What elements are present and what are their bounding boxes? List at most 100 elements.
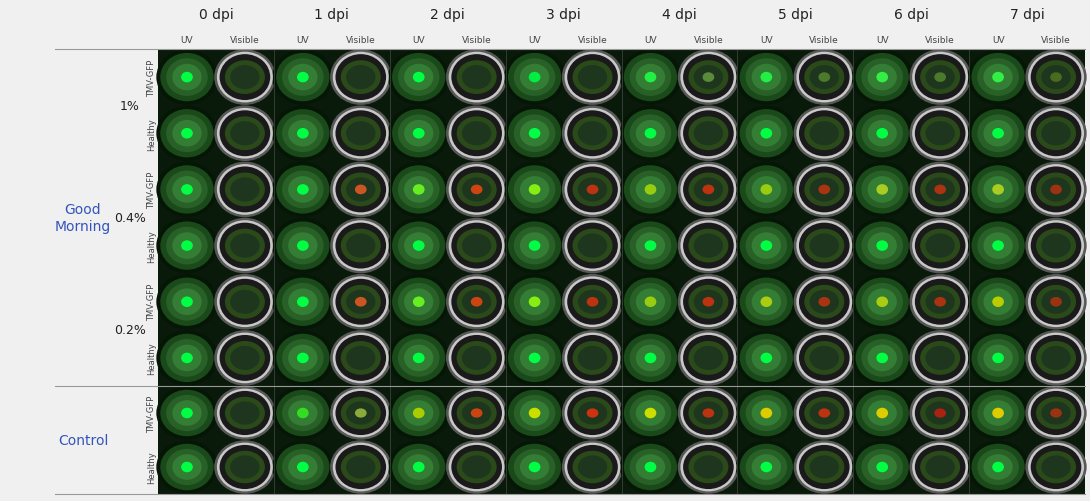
Ellipse shape xyxy=(160,334,214,382)
Ellipse shape xyxy=(1041,234,1070,258)
Ellipse shape xyxy=(413,462,425,472)
Ellipse shape xyxy=(166,171,208,209)
Ellipse shape xyxy=(920,397,960,429)
Ellipse shape xyxy=(1026,440,1087,493)
Ellipse shape xyxy=(804,397,845,429)
Ellipse shape xyxy=(856,222,909,270)
Ellipse shape xyxy=(413,185,425,195)
Ellipse shape xyxy=(680,165,737,215)
Ellipse shape xyxy=(398,339,439,377)
Ellipse shape xyxy=(819,185,831,195)
Ellipse shape xyxy=(181,297,193,308)
Ellipse shape xyxy=(680,333,737,383)
Ellipse shape xyxy=(915,167,966,213)
Ellipse shape xyxy=(172,289,202,316)
Ellipse shape xyxy=(909,387,971,440)
Ellipse shape xyxy=(794,440,855,493)
Ellipse shape xyxy=(804,285,845,319)
Ellipse shape xyxy=(508,54,561,102)
Ellipse shape xyxy=(746,395,787,431)
Text: 5 dpi: 5 dpi xyxy=(778,8,813,22)
Text: Control: Control xyxy=(58,433,108,447)
Ellipse shape xyxy=(971,278,1025,326)
Ellipse shape xyxy=(971,334,1025,382)
Ellipse shape xyxy=(457,451,497,483)
Ellipse shape xyxy=(968,440,1029,493)
Ellipse shape xyxy=(567,111,618,157)
Ellipse shape xyxy=(912,389,968,437)
Ellipse shape xyxy=(983,400,1013,426)
Ellipse shape xyxy=(909,440,971,493)
Text: Visible: Visible xyxy=(346,36,376,45)
Ellipse shape xyxy=(920,61,960,95)
Ellipse shape xyxy=(630,449,671,485)
Ellipse shape xyxy=(282,59,324,97)
Ellipse shape xyxy=(856,166,909,214)
Ellipse shape xyxy=(920,341,960,375)
Ellipse shape xyxy=(797,221,852,272)
Ellipse shape xyxy=(336,335,386,381)
Ellipse shape xyxy=(156,50,218,106)
Ellipse shape xyxy=(225,397,265,429)
Ellipse shape xyxy=(446,218,507,274)
Ellipse shape xyxy=(915,391,966,435)
Text: UV: UV xyxy=(760,36,773,45)
Ellipse shape xyxy=(332,221,389,272)
Ellipse shape xyxy=(230,402,259,425)
Ellipse shape xyxy=(740,166,794,214)
Ellipse shape xyxy=(330,440,391,493)
Ellipse shape xyxy=(355,185,366,195)
Ellipse shape xyxy=(635,233,665,260)
Ellipse shape xyxy=(341,397,380,429)
Text: Visible: Visible xyxy=(578,36,607,45)
Ellipse shape xyxy=(471,408,483,418)
Ellipse shape xyxy=(804,173,845,207)
Ellipse shape xyxy=(868,65,897,91)
Ellipse shape xyxy=(347,178,375,202)
Ellipse shape xyxy=(971,54,1025,102)
Ellipse shape xyxy=(388,440,449,493)
Ellipse shape xyxy=(446,440,507,493)
Ellipse shape xyxy=(219,55,270,101)
Text: 0.4%: 0.4% xyxy=(114,211,146,224)
Ellipse shape xyxy=(620,162,681,218)
Ellipse shape xyxy=(276,54,329,102)
Ellipse shape xyxy=(282,115,324,153)
Ellipse shape xyxy=(282,227,324,265)
Text: UV: UV xyxy=(992,36,1004,45)
Ellipse shape xyxy=(868,289,897,316)
Ellipse shape xyxy=(630,339,671,377)
Ellipse shape xyxy=(341,229,380,263)
Ellipse shape xyxy=(449,165,505,215)
Ellipse shape xyxy=(1041,66,1070,90)
Ellipse shape xyxy=(819,408,831,418)
Ellipse shape xyxy=(451,279,502,325)
Ellipse shape xyxy=(330,331,391,386)
Ellipse shape xyxy=(678,387,739,440)
Ellipse shape xyxy=(1036,61,1076,95)
Ellipse shape xyxy=(794,106,855,162)
Ellipse shape xyxy=(172,177,202,203)
Ellipse shape xyxy=(404,65,434,91)
Ellipse shape xyxy=(983,65,1013,91)
Text: Visible: Visible xyxy=(230,36,259,45)
Ellipse shape xyxy=(635,177,665,203)
Ellipse shape xyxy=(746,227,787,265)
Ellipse shape xyxy=(520,289,549,316)
Ellipse shape xyxy=(909,218,971,274)
Ellipse shape xyxy=(172,233,202,260)
Ellipse shape xyxy=(181,462,193,472)
Ellipse shape xyxy=(398,449,439,485)
Ellipse shape xyxy=(225,341,265,375)
Ellipse shape xyxy=(909,50,971,106)
Ellipse shape xyxy=(457,397,497,429)
Ellipse shape xyxy=(166,395,208,431)
Ellipse shape xyxy=(983,233,1013,260)
Ellipse shape xyxy=(920,229,960,263)
Ellipse shape xyxy=(912,53,968,103)
Ellipse shape xyxy=(504,331,566,386)
Ellipse shape xyxy=(1050,73,1062,83)
Ellipse shape xyxy=(978,227,1019,265)
Ellipse shape xyxy=(761,73,772,83)
Ellipse shape xyxy=(567,223,618,269)
